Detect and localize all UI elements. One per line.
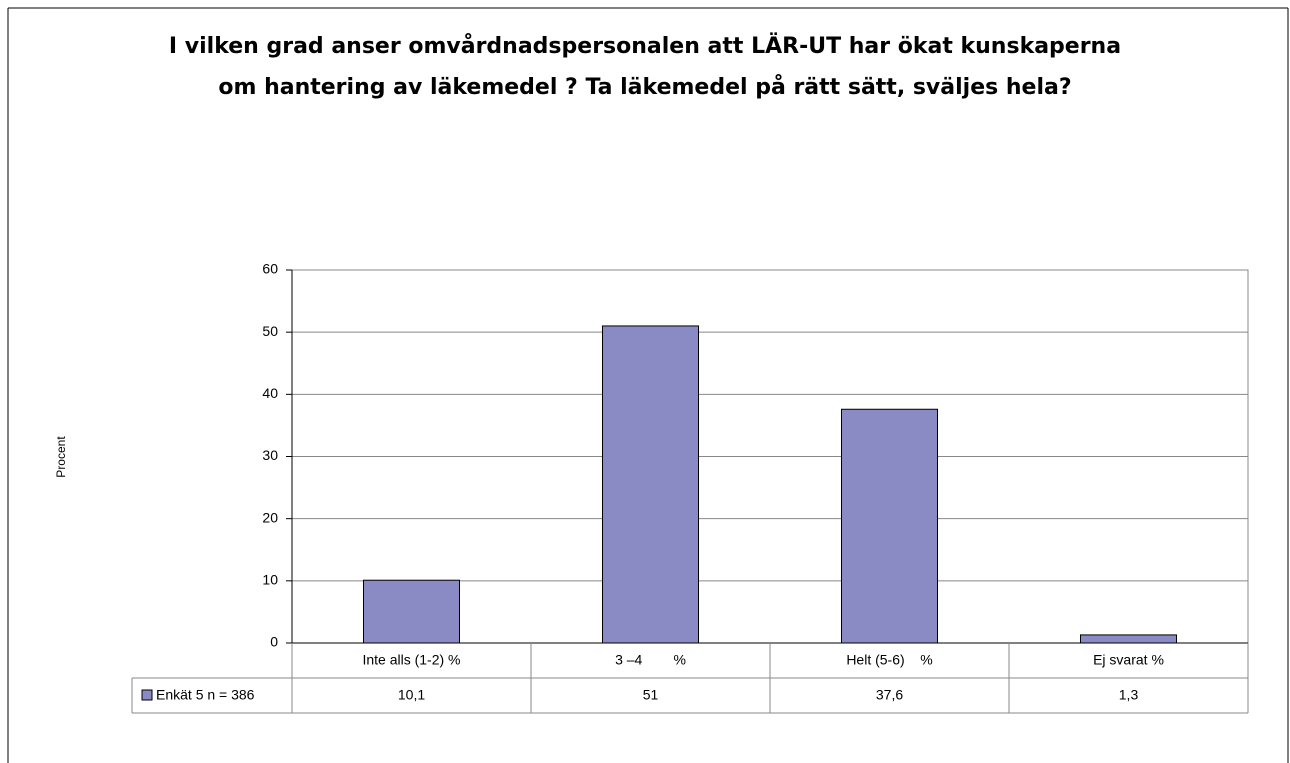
legend-marker (141, 689, 153, 701)
bar (363, 579, 460, 644)
legend-label: Enkät 5 n = 386 (156, 687, 255, 703)
x-tick-label: Helt (5-6) % (846, 652, 932, 668)
y-tick-label: 10 (262, 572, 278, 588)
table-value: 51 (643, 687, 659, 703)
x-tick-label: Inte alls (1-2) % (362, 652, 460, 668)
y-tick-label: 30 (262, 447, 278, 463)
y-tick-label: 60 (262, 261, 278, 277)
y-tick-label: 50 (262, 323, 278, 339)
chart-title: I vilken grad anser omvårdnadspersonalen… (169, 33, 1121, 59)
table-value: 37,6 (876, 687, 903, 703)
y-tick-label: 0 (270, 634, 278, 650)
bar (841, 408, 938, 644)
x-tick-label: Ej svarat % (1093, 652, 1164, 668)
y-tick-label: 40 (262, 385, 278, 401)
bar (602, 325, 699, 644)
x-tick-label: 3 –4 % (615, 652, 686, 668)
table-value: 1,3 (1119, 687, 1139, 703)
table-value: 10,1 (398, 687, 425, 703)
bar (1080, 634, 1177, 644)
y-tick-label: 20 (262, 509, 278, 525)
chart-title: om hantering av läkemedel ? Ta läkemedel… (218, 74, 1071, 100)
y-axis-label: Procent (54, 436, 68, 478)
